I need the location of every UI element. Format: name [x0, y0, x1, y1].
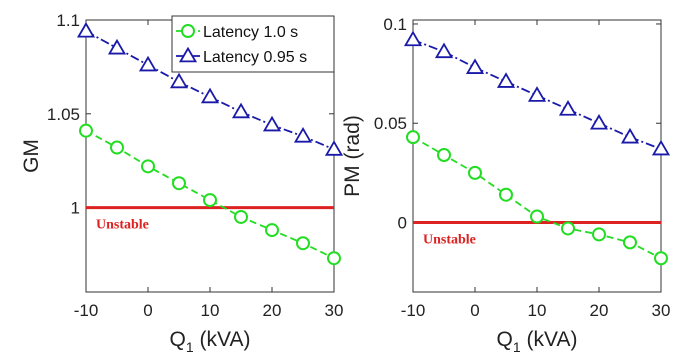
data-point [499, 187, 513, 202]
legend-label: Latency 1.0 s [203, 24, 298, 41]
x-tick-label: -10 [74, 301, 99, 320]
data-point [530, 209, 544, 224]
legend-marker [178, 46, 198, 63]
data-point [293, 127, 313, 143]
y-tick-label: 0.1 [383, 15, 407, 34]
data-point [203, 193, 217, 208]
series-2 [403, 30, 671, 156]
data-point [324, 140, 344, 156]
data-point [110, 140, 124, 155]
data-point [296, 236, 310, 251]
legend-label: Latency 0.95 s [203, 49, 307, 66]
y-tick-label: 1.1 [56, 11, 80, 30]
data-point [327, 251, 341, 266]
legend-box [171, 15, 335, 73]
data-point [620, 127, 640, 144]
data-point [169, 72, 189, 89]
y-tick-label: 1 [71, 199, 80, 218]
data-point [654, 251, 668, 266]
x-tick-label: 0 [470, 301, 479, 320]
data-point [623, 235, 637, 250]
x-tick-label: 30 [652, 301, 671, 320]
x-tick-label: 20 [263, 301, 282, 320]
x-tick-label: 10 [201, 301, 220, 320]
data-point [265, 223, 279, 238]
data-point [76, 21, 96, 38]
x-axis-label: Q1 (kVA) [170, 328, 251, 355]
x-tick-label: 20 [590, 301, 609, 320]
data-point [437, 148, 451, 163]
x-tick-label: 0 [143, 301, 152, 320]
series-1 [79, 123, 341, 266]
data-point [406, 130, 420, 145]
data-point [403, 30, 423, 47]
data-point [172, 176, 186, 191]
data-point [592, 227, 606, 242]
data-point [527, 86, 547, 102]
data-point [200, 87, 220, 104]
legend-marker [181, 24, 195, 38]
data-point [651, 139, 671, 156]
data-point [434, 42, 454, 59]
y-tick-label: 1.05 [47, 105, 80, 124]
y-axis-label: GM [20, 139, 43, 173]
data-point [138, 55, 158, 72]
data-point [231, 102, 251, 119]
data-point [465, 58, 485, 74]
series-1 [406, 130, 668, 266]
series-line [85, 129, 335, 260]
data-point [561, 221, 575, 236]
chart-panel-1: -10 0 10 20 30 1 1.05 1.1 GM Q1 (kVA) Unstable Late… [20, 11, 343, 355]
series-line [412, 39, 662, 150]
series-2 [76, 21, 344, 156]
y-axis-label: PM (rad) [341, 115, 364, 197]
data-point [468, 165, 482, 180]
data-point [107, 38, 127, 55]
x-tick-label: -10 [401, 301, 426, 320]
data-point [234, 209, 248, 224]
data-point [496, 72, 516, 88]
y-tick-label: 0.05 [374, 114, 407, 133]
data-point [589, 113, 609, 130]
y-tick-label: 0 [398, 214, 407, 233]
legend: Latency 1.0 s Latency 0.95 s [171, 15, 335, 73]
unstable-label: Unstable [423, 233, 476, 248]
data-point [141, 159, 155, 174]
x-axis-label: Q1 (kVA) [497, 328, 578, 355]
x-tick-label: 30 [325, 301, 344, 320]
data-point [79, 123, 93, 138]
unstable-label: Unstable [96, 218, 149, 233]
data-point [262, 115, 282, 132]
x-tick-label: 10 [528, 301, 547, 320]
chart-panel-2: -10 0 10 20 30 0 0.05 0.1 PM (rad) Q1 (kVA) Unstab… [341, 15, 670, 355]
data-point [558, 100, 578, 116]
